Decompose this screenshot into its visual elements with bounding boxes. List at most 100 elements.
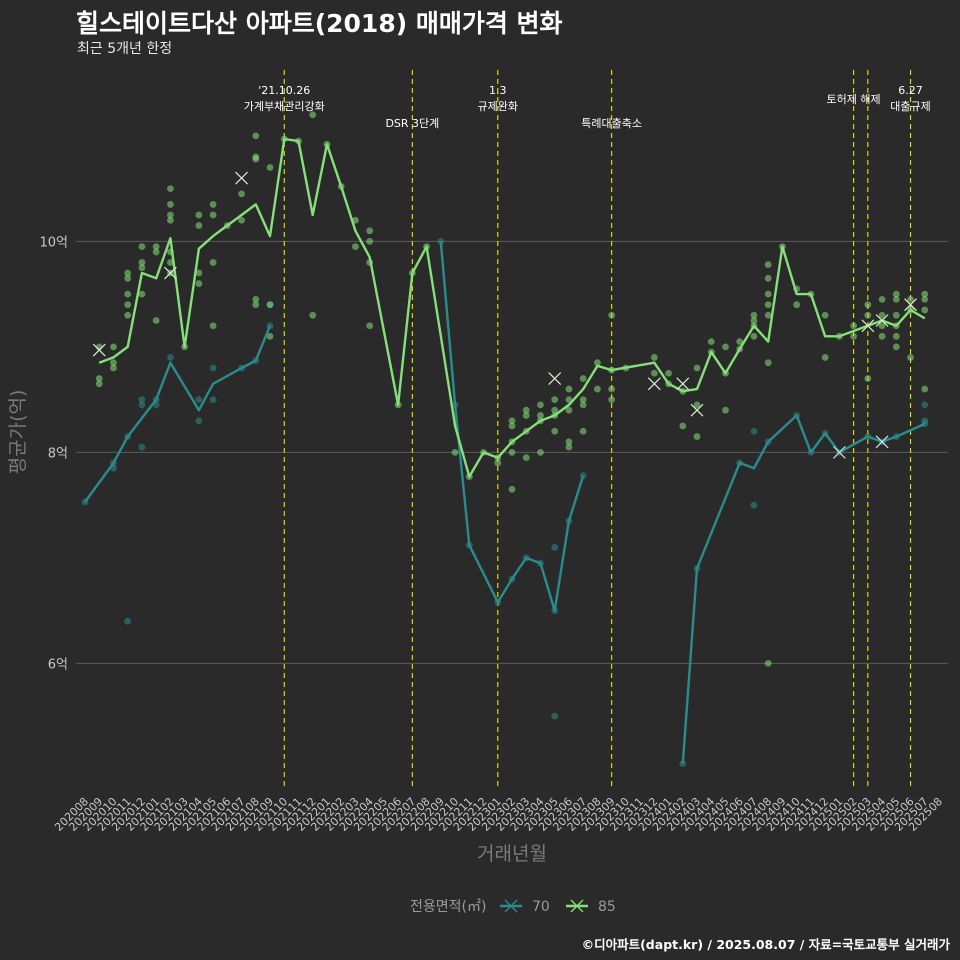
point-85	[579, 375, 587, 382]
point-85	[138, 259, 146, 266]
event-label: '21.10.26	[258, 84, 310, 97]
point-85	[764, 301, 772, 309]
point-70	[921, 417, 929, 425]
point-85	[579, 401, 587, 409]
x-axis-title: 거래년월	[477, 843, 547, 865]
cross-marker-85	[690, 403, 704, 417]
point-85	[821, 311, 829, 319]
point-85	[921, 290, 929, 298]
event-label: 규제완화	[478, 100, 518, 113]
point-85	[665, 369, 672, 377]
point-85	[764, 261, 772, 268]
point-85	[864, 375, 872, 382]
point-85	[209, 259, 217, 266]
event-label: 가계부채관리강화	[244, 100, 325, 113]
point-70	[195, 417, 203, 425]
point-85	[138, 243, 146, 251]
point-85	[152, 248, 160, 256]
point-85	[124, 274, 132, 282]
point-85	[494, 459, 502, 467]
event-label: DSR 3단계	[385, 117, 439, 130]
point-70	[209, 364, 217, 372]
point-85	[238, 216, 245, 224]
point-85	[907, 295, 914, 303]
point-85	[594, 359, 601, 367]
cross-marker-85	[875, 314, 889, 327]
y-axis-ticks: 6억 8억 10억	[39, 235, 68, 672]
series-line-70	[84, 241, 926, 764]
point-85	[167, 216, 174, 224]
point-70	[750, 501, 758, 509]
cross-markers-layer	[92, 171, 917, 459]
point-85	[565, 443, 573, 451]
point-85	[850, 322, 857, 330]
point-85	[209, 322, 217, 330]
point-85	[551, 427, 559, 435]
point-70	[124, 617, 132, 625]
point-85	[167, 211, 174, 219]
point-85	[195, 269, 203, 277]
point-85	[907, 354, 914, 361]
y-axis-title: 평균가(억)	[7, 390, 29, 475]
point-85	[722, 343, 729, 351]
point-85	[508, 448, 516, 456]
point-85	[124, 290, 132, 298]
point-85	[167, 201, 174, 208]
point-85	[921, 385, 929, 393]
series-lines-layer	[84, 137, 926, 764]
cross-marker-85	[647, 377, 661, 391]
point-70	[138, 443, 146, 451]
point-85	[266, 332, 274, 340]
cross-marker-85	[235, 171, 248, 185]
point-85	[522, 454, 530, 462]
point-85	[522, 412, 530, 419]
point-85	[209, 211, 217, 219]
point-85	[551, 396, 559, 404]
point-85	[793, 301, 801, 309]
point-85	[892, 311, 900, 319]
point-85	[266, 301, 274, 309]
point-70	[195, 396, 203, 404]
point-85	[608, 385, 616, 393]
point-70	[750, 427, 758, 435]
point-85	[167, 185, 174, 193]
legend-key-cross-85	[570, 899, 584, 913]
point-85	[878, 322, 886, 330]
point-85	[579, 396, 587, 404]
cross-marker-70	[875, 435, 889, 449]
point-85	[736, 338, 744, 345]
y-tick-label: 8억	[48, 446, 68, 461]
point-85	[152, 243, 160, 251]
point-70	[551, 543, 559, 551]
point-85	[892, 332, 900, 340]
series-line-85	[98, 137, 926, 478]
point-85	[252, 301, 260, 309]
point-85	[124, 311, 132, 319]
event-label: 6.27	[898, 84, 923, 97]
point-85	[679, 422, 687, 430]
point-85	[252, 295, 260, 303]
cross-marker-85	[904, 298, 917, 312]
point-70	[167, 354, 174, 361]
point-85	[309, 111, 317, 119]
point-85	[266, 164, 274, 171]
chart-subtitle: 최근 5개년 한정	[77, 41, 173, 57]
point-85	[864, 301, 872, 309]
point-85	[565, 438, 573, 446]
point-85	[693, 364, 701, 372]
point-85	[522, 406, 530, 414]
point-85	[366, 227, 374, 235]
y-tick-label: 10억	[39, 235, 68, 250]
point-85	[451, 448, 459, 456]
point-85	[508, 422, 516, 430]
point-85	[252, 132, 260, 140]
point-85	[764, 659, 772, 667]
point-85	[551, 406, 559, 414]
point-85	[650, 369, 658, 377]
event-label: 토허제 해제	[827, 92, 881, 106]
point-85	[650, 354, 658, 361]
point-85	[537, 412, 544, 419]
point-85	[138, 264, 146, 272]
point-85	[921, 295, 929, 303]
